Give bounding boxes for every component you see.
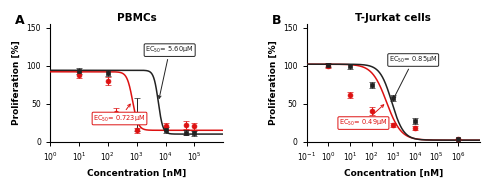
Text: EC$_{50}$= 5.60μM: EC$_{50}$= 5.60μM bbox=[146, 45, 194, 98]
Text: A: A bbox=[16, 15, 25, 27]
Text: B: B bbox=[272, 15, 281, 27]
Text: EC$_{50}$= 0.49μM: EC$_{50}$= 0.49μM bbox=[339, 105, 388, 128]
Y-axis label: Proliferation [%]: Proliferation [%] bbox=[12, 40, 21, 125]
Text: EC$_{50}$= 0.723μM: EC$_{50}$= 0.723μM bbox=[94, 104, 146, 124]
X-axis label: Concentration [nM]: Concentration [nM] bbox=[344, 169, 443, 178]
Y-axis label: Proliferation [%]: Proliferation [%] bbox=[268, 40, 278, 125]
Text: EC$_{50}$= 0.85μM: EC$_{50}$= 0.85μM bbox=[389, 55, 438, 99]
Title: PBMCs: PBMCs bbox=[117, 13, 156, 23]
Title: T-Jurkat cells: T-Jurkat cells bbox=[356, 13, 431, 23]
X-axis label: Concentration [nM]: Concentration [nM] bbox=[87, 169, 186, 178]
